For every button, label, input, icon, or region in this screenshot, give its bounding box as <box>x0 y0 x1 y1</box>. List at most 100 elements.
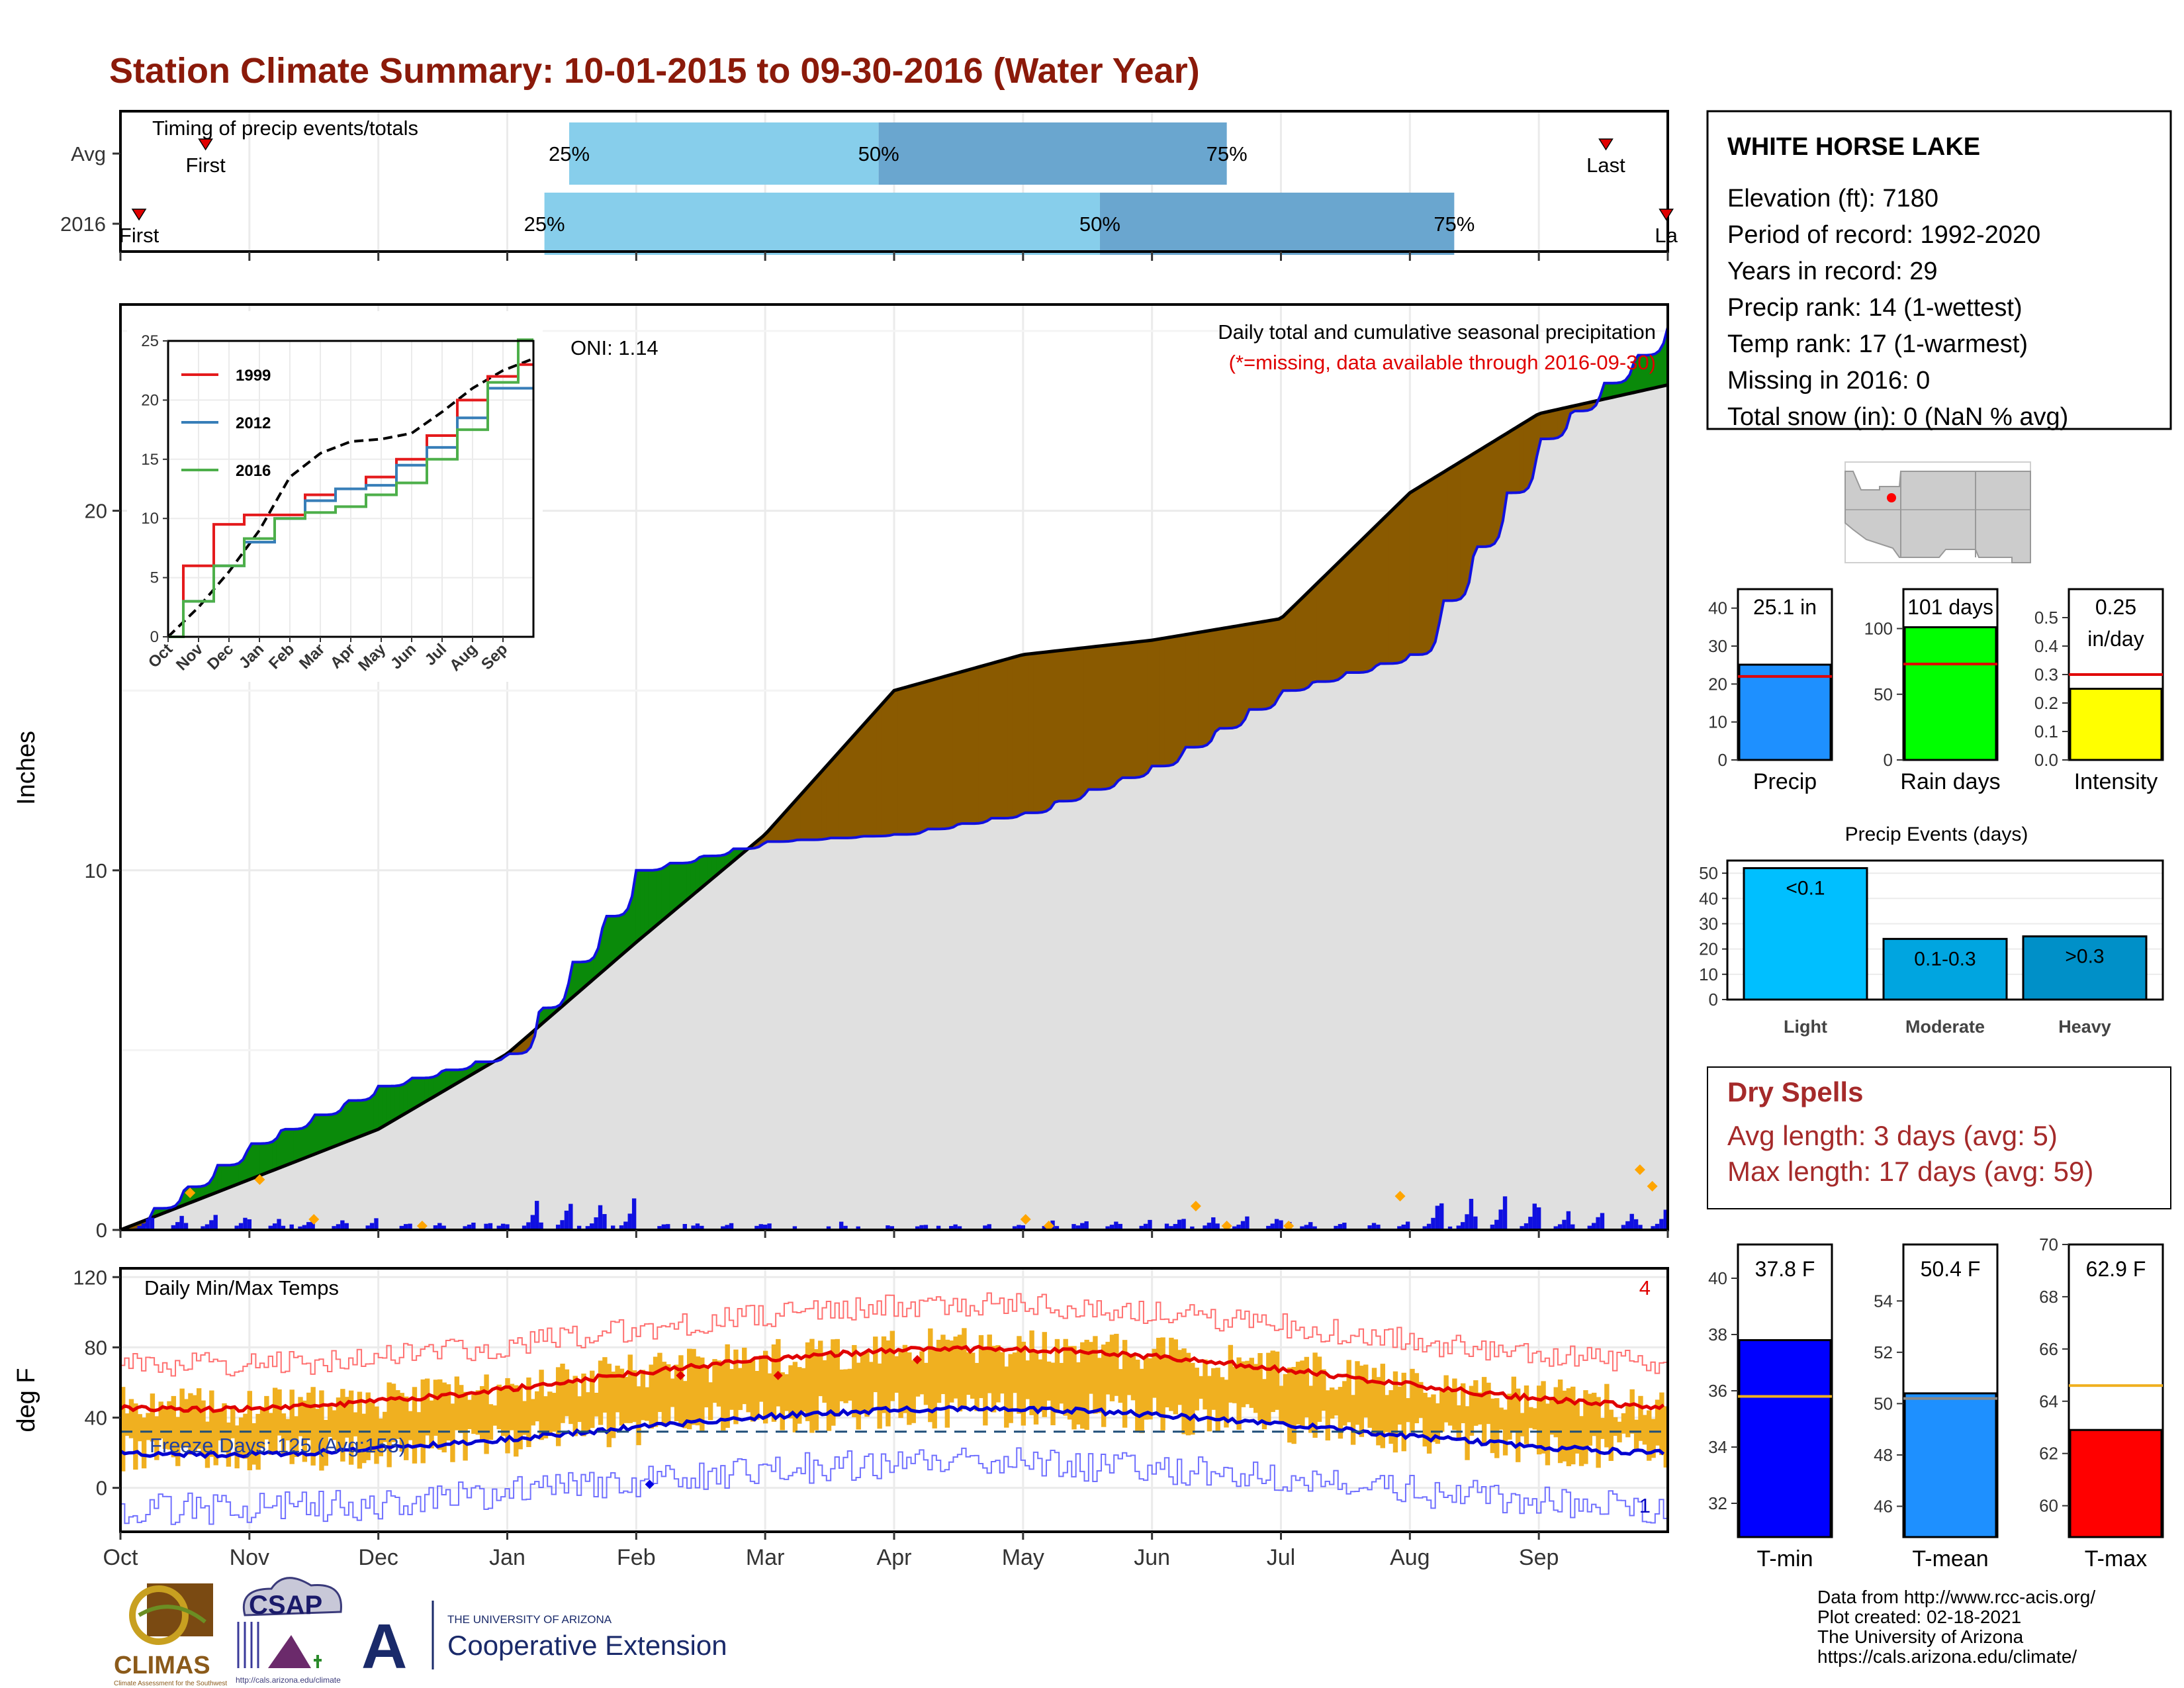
daily-precip-bar <box>408 1223 412 1230</box>
below-average-area <box>1515 424 1520 493</box>
daily-temp-range-bar <box>1642 1415 1648 1445</box>
daily-temp-range-bar <box>564 1369 570 1417</box>
daily-precip-bar <box>839 1221 844 1230</box>
daily-temp-range-bar <box>1164 1355 1170 1408</box>
daily-precip-bar <box>1587 1225 1592 1230</box>
daily-precip-bar <box>183 1223 189 1230</box>
daily-precip-bar <box>150 1217 155 1230</box>
below-average-area <box>915 682 920 835</box>
daily-temp-range-bar <box>1169 1337 1174 1411</box>
missing-note: (*=missing, data available through 2016-… <box>1229 351 1656 374</box>
daily-precip-bar <box>590 1223 594 1230</box>
daily-temp-range-bar <box>1279 1385 1284 1425</box>
daily-temp-range-bar <box>353 1412 358 1436</box>
daily-temp-range-bar <box>940 1335 946 1395</box>
daily-temp-range-bar <box>1321 1369 1326 1411</box>
daily-temp-range-bar <box>695 1356 701 1426</box>
below-average-area <box>1278 616 1284 698</box>
daily-precip-bar <box>754 1225 759 1230</box>
daily-average-marker <box>1190 1201 1201 1211</box>
below-average-area <box>1079 647 1085 800</box>
daily-precip-bar <box>336 1224 341 1230</box>
daily-temp-range-bar <box>999 1352 1005 1394</box>
daily-average-marker <box>254 1174 265 1185</box>
daily-temp-range-bar <box>1101 1344 1107 1427</box>
daily-temp-range-bar <box>923 1362 929 1405</box>
below-average-area <box>885 694 891 837</box>
daily-temp-range-bar <box>141 1417 147 1469</box>
daily-precip-bar <box>1494 1219 1499 1230</box>
daily-temp-range-bar <box>581 1373 586 1436</box>
summary-category-label: Precip <box>1753 769 1817 794</box>
above-average-area <box>386 1086 392 1125</box>
daily-precip-bar <box>1232 1226 1237 1230</box>
ua-big-text: Cooperative Extension <box>447 1630 727 1661</box>
station-info-line: Period of record: 1992-2020 <box>1727 221 2040 249</box>
daily-precip-bar <box>1114 1221 1118 1230</box>
daily-temp-range-bar <box>818 1340 823 1397</box>
daily-temp-range-bar <box>1452 1378 1457 1430</box>
daily-precip-bar <box>530 1215 535 1230</box>
daily-precip-bar <box>767 1223 772 1230</box>
temp-summary-value-label: 50.4 F <box>1921 1257 1981 1281</box>
daily-temp-range-bar <box>357 1391 363 1469</box>
inset-series-line <box>168 338 533 638</box>
below-average-area <box>1506 430 1512 493</box>
daily-temp-range-bar <box>911 1360 916 1423</box>
events-bar-label: 0.1-0.3 <box>1914 948 1976 970</box>
daily-temp-range-bar <box>788 1365 794 1419</box>
below-average-area <box>1384 512 1389 664</box>
below-average-area <box>1130 641 1136 778</box>
below-average-area <box>847 737 852 839</box>
daily-precip-bar <box>179 1215 184 1230</box>
below-average-area <box>1456 461 1461 601</box>
record-high-count: 4 <box>1639 1276 1651 1299</box>
daily-temp-range-bar <box>1054 1338 1060 1413</box>
above-average-area <box>336 1109 341 1147</box>
summary-y-tick-label: 0.5 <box>2034 608 2058 628</box>
daily-temp-range-bar <box>852 1344 857 1417</box>
daily-temp-range-bar <box>1414 1373 1420 1424</box>
daily-precip-bar <box>1071 1224 1076 1230</box>
below-average-area <box>1021 653 1026 816</box>
daily-precip-bar <box>1376 1225 1381 1230</box>
below-average-area <box>927 679 933 829</box>
daily-temp-range-bar <box>645 1387 650 1421</box>
temp-summary-bar <box>1738 1339 1832 1538</box>
daily-temp-range-bar <box>259 1407 265 1448</box>
daily-temp-range-bar <box>1160 1337 1165 1430</box>
daily-temp-range-bar <box>1304 1356 1310 1418</box>
daily-temp-range-bar <box>619 1368 625 1426</box>
above-average-area <box>403 1080 408 1115</box>
daily-temp-range-bar <box>1583 1390 1588 1464</box>
daily-temp-range-bar <box>1152 1348 1158 1398</box>
daily-precip-bar <box>1054 1226 1060 1230</box>
daily-temp-range-bar <box>268 1413 273 1455</box>
summary-y-tick-label: 50 <box>1874 684 1893 704</box>
daily-precip-bar <box>700 1225 704 1230</box>
precip-y-tick-label: 10 <box>85 859 107 882</box>
daily-precip-bar <box>1638 1225 1643 1230</box>
daily-precip-bar <box>936 1225 941 1230</box>
daily-precip-bar <box>213 1215 218 1230</box>
daily-temp-range-bar <box>158 1401 163 1439</box>
daily-precip-bar <box>1397 1226 1402 1230</box>
summary-value-label: 101 days <box>1907 595 1993 619</box>
below-average-area <box>1287 607 1292 691</box>
daily-precip-bar <box>923 1225 929 1230</box>
daily-precip-bar <box>1206 1223 1212 1230</box>
below-average-area <box>889 689 895 836</box>
daily-temp-range-bar <box>598 1360 604 1425</box>
freeze-days-text: Freeze Days: 125 (Avg:153) <box>150 1434 406 1457</box>
daily-temp-range-bar <box>1388 1390 1394 1444</box>
below-average-area <box>1396 500 1402 664</box>
daily-temp-range-bar <box>1625 1405 1631 1438</box>
below-average-area <box>999 659 1005 819</box>
temp-summary-y-tick-label: 60 <box>2039 1496 2058 1516</box>
month-label: May <box>1002 1545 1044 1570</box>
daily-temp-range-bar <box>1097 1358 1103 1413</box>
above-average-area <box>268 1141 273 1173</box>
daily-temp-range-bar <box>805 1342 811 1421</box>
daily-temp-range-bar <box>1477 1392 1482 1425</box>
timing-panel: Timing of precip events/totals 25% 50% 75%… <box>60 110 1678 261</box>
